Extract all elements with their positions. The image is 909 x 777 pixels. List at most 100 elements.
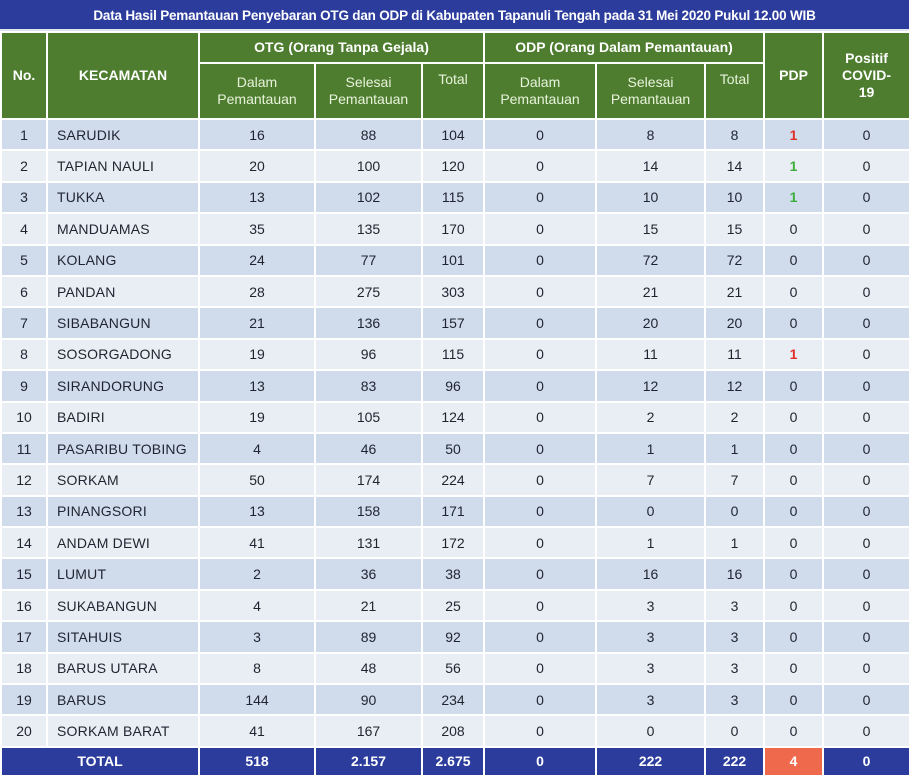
cell-otg-total: 101 (420, 243, 486, 277)
total-pdp: 4 (763, 745, 825, 777)
cell-positif: 0 (822, 117, 909, 152)
cell-odp-total: 2 (704, 400, 766, 434)
cell-otg-total: 124 (420, 400, 486, 434)
cell-positif: 0 (822, 683, 909, 717)
cell-odp-dalam: 0 (483, 526, 598, 560)
cell-pdp: 0 (763, 714, 825, 748)
cell-otg-dalam: 19 (198, 337, 316, 372)
cell-kecamatan: LUMUT (46, 557, 200, 591)
table-row: 15 LUMUT 2 36 38 0 16 16 0 0 (0, 557, 909, 591)
cell-kecamatan: SOSORGADONG (46, 337, 200, 372)
table-row: 9 SIRANDORUNG 13 83 96 0 12 12 0 0 (0, 369, 909, 403)
cell-no: 4 (0, 212, 48, 246)
cell-odp-total: 8 (704, 117, 766, 152)
cell-odp-total: 21 (704, 274, 766, 309)
cell-no: 10 (0, 400, 48, 434)
cell-positif: 0 (822, 620, 909, 654)
cell-pdp: 1 (763, 149, 825, 183)
cell-odp-dalam: 0 (483, 494, 598, 529)
cell-pdp: 1 (763, 180, 825, 215)
cell-odp-total: 3 (704, 651, 766, 686)
cell-no: 18 (0, 651, 48, 686)
cell-kecamatan: TUKKA (46, 180, 200, 215)
cell-odp-selesai: 2 (595, 400, 707, 434)
cell-pdp: 0 (763, 431, 825, 466)
cell-otg-selesai: 88 (314, 117, 423, 152)
cell-odp-dalam: 0 (483, 149, 598, 183)
col-header-pdp: PDP (763, 31, 825, 120)
cell-pdp: 0 (763, 400, 825, 434)
table-row: 1 SARUDIK 16 88 104 0 8 8 1 0 (0, 117, 909, 152)
table-row: 19 BARUS 144 90 234 0 3 3 0 0 (0, 683, 909, 717)
cell-odp-dalam: 0 (483, 180, 598, 215)
cell-positif: 0 (822, 494, 909, 529)
cell-otg-selesai: 135 (314, 212, 423, 246)
cell-odp-dalam: 0 (483, 620, 598, 654)
cell-otg-dalam: 28 (198, 274, 316, 309)
cell-otg-dalam: 41 (198, 526, 316, 560)
cell-otg-total: 171 (420, 494, 486, 529)
cell-pdp: 0 (763, 557, 825, 591)
cell-otg-selesai: 100 (314, 149, 423, 183)
cell-odp-dalam: 0 (483, 557, 598, 591)
table-row: 13 PINANGSORI 13 158 171 0 0 0 0 0 (0, 494, 909, 529)
cell-kecamatan: ANDAM DEWI (46, 526, 200, 560)
cell-no: 14 (0, 526, 48, 560)
cell-otg-dalam: 50 (198, 463, 316, 497)
cell-otg-selesai: 36 (314, 557, 423, 591)
cell-kecamatan: SUKABANGUN (46, 588, 200, 623)
table-row: 2 TAPIAN NAULI 20 100 120 0 14 14 1 0 (0, 149, 909, 183)
total-label: TOTAL (0, 745, 200, 777)
cell-otg-dalam: 144 (198, 683, 316, 717)
cell-otg-total: 56 (420, 651, 486, 686)
cell-odp-selesai: 14 (595, 149, 707, 183)
table-row: 7 SIBABANGUN 21 136 157 0 20 20 0 0 (0, 306, 909, 340)
cell-otg-dalam: 4 (198, 588, 316, 623)
col-header-otg-total: Total (420, 62, 486, 120)
cell-otg-total: 92 (420, 620, 486, 654)
cell-otg-selesai: 77 (314, 243, 423, 277)
table-row: 17 SITAHUIS 3 89 92 0 3 3 0 0 (0, 620, 909, 654)
cell-positif: 0 (822, 714, 909, 748)
table-row: 16 SUKABANGUN 4 21 25 0 3 3 0 0 (0, 588, 909, 623)
cell-kecamatan: SITAHUIS (46, 620, 200, 654)
cell-no: 3 (0, 180, 48, 215)
total-otg-total: 2.675 (420, 745, 486, 777)
cell-odp-total: 3 (704, 683, 766, 717)
cell-otg-total: 50 (420, 431, 486, 466)
cell-odp-dalam: 0 (483, 400, 598, 434)
cell-otg-selesai: 167 (314, 714, 423, 748)
col-group-odp: ODP (Orang Dalam Pemantauan) (483, 31, 766, 64)
cell-pdp: 0 (763, 683, 825, 717)
cell-pdp: 0 (763, 243, 825, 277)
cell-pdp: 0 (763, 526, 825, 560)
cell-otg-selesai: 102 (314, 180, 423, 215)
cell-odp-dalam: 0 (483, 651, 598, 686)
cell-odp-total: 3 (704, 620, 766, 654)
cell-no: 9 (0, 369, 48, 403)
col-header-no: No. (0, 31, 48, 120)
cell-odp-selesai: 12 (595, 369, 707, 403)
cell-kecamatan: PINANGSORI (46, 494, 200, 529)
cell-pdp: 0 (763, 212, 825, 246)
cell-no: 12 (0, 463, 48, 497)
cell-odp-selesai: 10 (595, 180, 707, 215)
cell-odp-total: 20 (704, 306, 766, 340)
cell-otg-dalam: 35 (198, 212, 316, 246)
table-row: 20 SORKAM BARAT 41 167 208 0 0 0 0 0 (0, 714, 909, 748)
total-row: TOTAL 518 2.157 2.675 0 222 222 4 0 (0, 745, 909, 777)
cell-positif: 0 (822, 588, 909, 623)
table-row: 3 TUKKA 13 102 115 0 10 10 1 0 (0, 180, 909, 215)
cell-otg-selesai: 96 (314, 337, 423, 372)
cell-positif: 0 (822, 274, 909, 309)
col-header-odp-dalam: Dalam Pemantauan (483, 62, 598, 120)
cell-otg-selesai: 21 (314, 588, 423, 623)
cell-odp-total: 10 (704, 180, 766, 215)
total-otg-dalam: 518 (198, 745, 316, 777)
cell-otg-total: 25 (420, 588, 486, 623)
cell-odp-selesai: 21 (595, 274, 707, 309)
cell-otg-total: 234 (420, 683, 486, 717)
cell-otg-selesai: 158 (314, 494, 423, 529)
cell-kecamatan: BADIRI (46, 400, 200, 434)
cell-otg-dalam: 4 (198, 431, 316, 466)
